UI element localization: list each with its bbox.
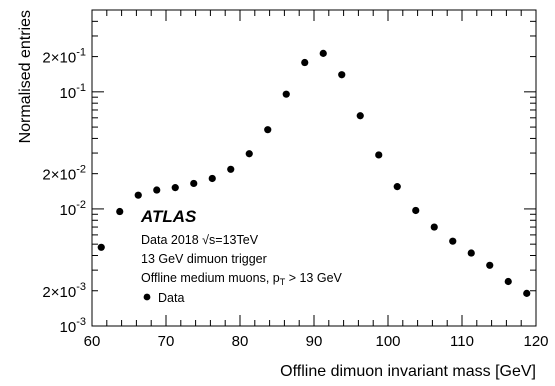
data-point	[171, 184, 179, 192]
legend-label: Data	[158, 291, 184, 305]
y-tick-labels: 10-3 2×10-3 10-2 2×10-2 10-1 2×10-1	[42, 47, 86, 336]
x-tick-labels: 60 70 80 90 100 110 120	[84, 333, 549, 350]
data-point	[97, 243, 105, 251]
x-tick-label: 60	[84, 333, 101, 350]
annotation-block: ATLAS Data 2018 √s=13TeV 13 GeV dimuon t…	[140, 207, 343, 287]
x-axis-title: Offline dimuon invariant mass [GeV]	[280, 363, 536, 380]
y-tick-label: 2×10-3	[42, 281, 86, 301]
y-tick-label: 10-3	[60, 316, 86, 336]
data-point	[430, 223, 438, 231]
data-markers	[97, 49, 531, 297]
x-tick-label: 70	[158, 333, 175, 350]
data-point	[356, 112, 364, 120]
data-point	[504, 277, 512, 286]
x-tick-label: 110	[450, 333, 474, 350]
annotation-dataset: Data 2018 √s=13TeV	[141, 233, 259, 247]
data-point	[227, 165, 235, 173]
data-point	[282, 90, 290, 98]
data-point	[208, 174, 216, 183]
data-point	[319, 49, 327, 57]
x-tick-label: 90	[306, 333, 323, 350]
data-point	[190, 179, 198, 188]
data-point	[486, 261, 494, 269]
data-point	[245, 150, 253, 158]
data-point	[412, 206, 420, 215]
legend-marker	[143, 293, 151, 301]
data-point	[449, 237, 457, 245]
data-point	[134, 191, 142, 199]
axis-ticks	[91, 9, 537, 327]
data-point	[393, 183, 401, 191]
x-tick-label: 100	[375, 333, 400, 350]
y-axis-title: Normalised entries	[17, 10, 34, 143]
y-tick-label: 10-2	[60, 199, 86, 219]
x-tick-label: 120	[523, 333, 548, 350]
atlas-label: ATLAS	[140, 207, 197, 226]
annotation-selection: Offline medium muons, pT > 13 GeV	[141, 271, 343, 287]
data-point	[301, 58, 309, 67]
y-tick-label: 2×10-2	[42, 164, 86, 184]
data-point	[153, 186, 161, 194]
x-tick-label: 80	[232, 333, 249, 350]
data-point	[264, 126, 272, 134]
y-tick-label: 2×10-1	[42, 47, 86, 67]
data-point	[375, 151, 383, 159]
data-point	[116, 207, 124, 216]
legend: Data	[143, 291, 184, 305]
annotation-trigger: 13 GeV dimuon trigger	[141, 252, 267, 266]
data-point	[523, 289, 531, 297]
y-tick-label: 10-1	[60, 82, 86, 102]
data-point	[467, 249, 475, 257]
data-point	[338, 71, 346, 79]
